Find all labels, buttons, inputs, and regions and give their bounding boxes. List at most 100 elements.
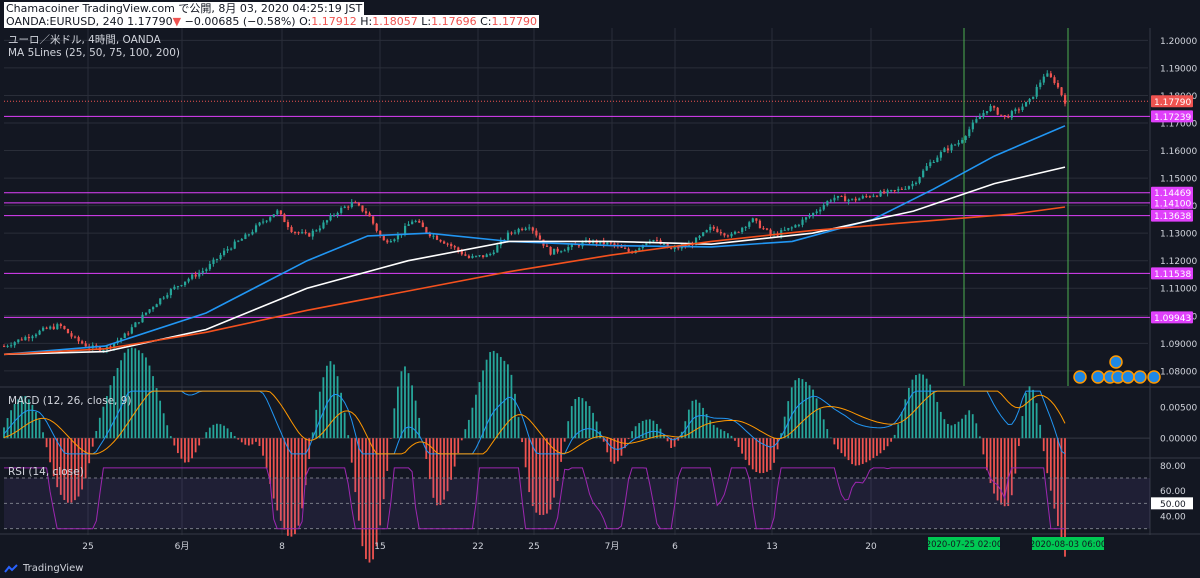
candle-body xyxy=(219,254,222,259)
macd-histogram-bar xyxy=(1049,438,1052,491)
candle-body xyxy=(130,327,133,334)
ma-line xyxy=(3,125,1066,356)
macd-histogram-bar xyxy=(755,438,758,472)
candle-body xyxy=(985,111,989,114)
price-tick: 1.11000 xyxy=(1160,285,1197,295)
candle-body xyxy=(506,232,510,240)
macd-legend[interactable]: MACD (12, 26, close, 9) xyxy=(8,395,132,407)
candle-body xyxy=(492,252,495,254)
macd-histogram-bar xyxy=(233,436,236,439)
macd-histogram-bar xyxy=(386,438,389,471)
macd-histogram-bar xyxy=(84,438,87,479)
macd-histogram-bar xyxy=(915,375,917,439)
time-tick: 15 xyxy=(374,542,385,552)
macd-histogram-bar xyxy=(191,438,193,459)
macd-histogram-bar xyxy=(74,438,76,501)
macd-histogram-bar xyxy=(957,421,960,439)
candle-body xyxy=(556,248,559,252)
candle-body xyxy=(694,237,698,246)
candle-body xyxy=(109,346,112,348)
low-value: 1.17696 xyxy=(431,15,477,28)
macd-histogram-bar xyxy=(588,405,591,439)
change-text: −0.00685 (−0.58%) xyxy=(184,15,296,28)
candle-body xyxy=(528,227,531,229)
down-arrow-icon: ▼ xyxy=(172,15,182,28)
ma-legend[interactable]: MA 5Lines (25, 50, 75, 100, 200) xyxy=(8,47,181,59)
ma-line xyxy=(3,206,1066,356)
macd-histogram-bar xyxy=(844,438,846,457)
candle-body xyxy=(982,113,985,117)
macd-histogram-bar xyxy=(91,438,94,447)
tradingview-logo[interactable]: TradingView xyxy=(4,563,83,574)
macd-histogram-bar xyxy=(407,373,410,439)
candle-body xyxy=(904,188,907,190)
candles xyxy=(3,70,1067,354)
candle-body xyxy=(613,243,616,246)
candle-body xyxy=(655,240,659,242)
macd-histogram-bar xyxy=(886,438,889,447)
macd-histogram-bar xyxy=(1010,438,1013,496)
macd-histogram-bar xyxy=(581,398,584,439)
macd-histogram-bar xyxy=(311,432,314,439)
candle-body xyxy=(144,312,148,315)
macd-histogram-bar xyxy=(368,438,371,563)
candle-body xyxy=(645,243,648,245)
macd-histogram-bar xyxy=(854,438,857,466)
header: Chamacoiner TradingView.com で公開, 8月 03, … xyxy=(4,2,539,28)
candle-body xyxy=(964,136,967,141)
macd-histogram-bar xyxy=(159,400,162,439)
macd-histogram-bar xyxy=(1046,438,1049,474)
instrument-legend[interactable]: ユーロ／米ドル, 4時間, OANDA xyxy=(8,34,161,46)
macd-histogram-bar xyxy=(184,438,186,463)
macd-histogram-bar xyxy=(808,385,811,439)
macd-histogram-bar xyxy=(943,419,946,439)
time-tick: 7月 xyxy=(605,541,620,552)
macd-histogram-bar xyxy=(379,438,382,526)
candle-body xyxy=(290,227,293,233)
candle-body xyxy=(73,336,77,338)
candle-body xyxy=(482,255,485,258)
macd-histogram-bar xyxy=(27,399,30,439)
grid xyxy=(0,28,1200,535)
candle-body xyxy=(173,286,176,290)
macd-histogram-bar xyxy=(652,420,655,439)
macd-histogram-bar xyxy=(176,438,179,454)
macd-tick: 0.00000 xyxy=(1160,435,1197,445)
macd-histogram-bar xyxy=(900,411,903,439)
candle-body xyxy=(198,272,201,277)
macd-histogram-bar xyxy=(851,438,853,465)
candle-body xyxy=(510,232,513,234)
macd-histogram-bar xyxy=(996,438,999,501)
macd-histogram-bar xyxy=(120,360,123,439)
macd-histogram-bar xyxy=(1017,438,1020,447)
rsi-legend[interactable]: RSI (14, close) xyxy=(8,466,84,478)
time-tick: 6月 xyxy=(175,541,190,552)
candle-body xyxy=(354,202,357,204)
candle-body xyxy=(208,263,212,270)
candle-body xyxy=(755,218,758,221)
macd-histogram-bar xyxy=(130,347,133,439)
candle-body xyxy=(403,225,407,234)
candle-body xyxy=(797,224,801,226)
macd-histogram-bar xyxy=(212,424,215,439)
macd-histogram-bar xyxy=(1053,438,1056,509)
macd-histogram-bar xyxy=(166,425,169,439)
candle-body xyxy=(407,224,410,226)
candle-body xyxy=(879,191,882,197)
candle-body xyxy=(446,243,449,245)
low-label: L: xyxy=(421,15,432,28)
macd-histogram-bar xyxy=(137,350,140,439)
candle-body xyxy=(251,231,254,235)
macd-histogram-bar xyxy=(70,438,73,503)
candle-body xyxy=(223,250,226,255)
macd-histogram-bar xyxy=(404,366,406,439)
candle-body xyxy=(162,297,165,299)
candle-body xyxy=(673,247,676,249)
macd-histogram-bar xyxy=(81,438,83,490)
macd-histogram-bar xyxy=(304,438,307,486)
candle-body xyxy=(783,229,786,231)
candle-body xyxy=(780,230,783,236)
macd-histogram-bar xyxy=(833,438,836,445)
macd-histogram-bar xyxy=(673,438,676,447)
